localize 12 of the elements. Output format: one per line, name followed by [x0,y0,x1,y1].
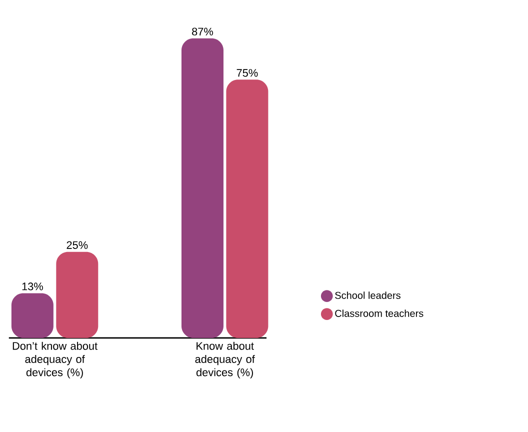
x-tick-label: Don’t know about adequacy of devices (%) [12,342,98,378]
bar [56,252,98,338]
data-label: 87% [192,28,214,36]
x-tick-label: Know about adequacy of devices (%) [195,342,255,378]
bar [11,293,54,338]
legend-label: School leaders [335,292,400,299]
data-label: 13% [22,282,43,290]
bar [226,80,268,338]
bar [181,38,224,338]
data-label: 75% [236,69,258,77]
data-label: 25% [66,241,88,249]
legend-label: Classroom teachers [335,310,424,317]
